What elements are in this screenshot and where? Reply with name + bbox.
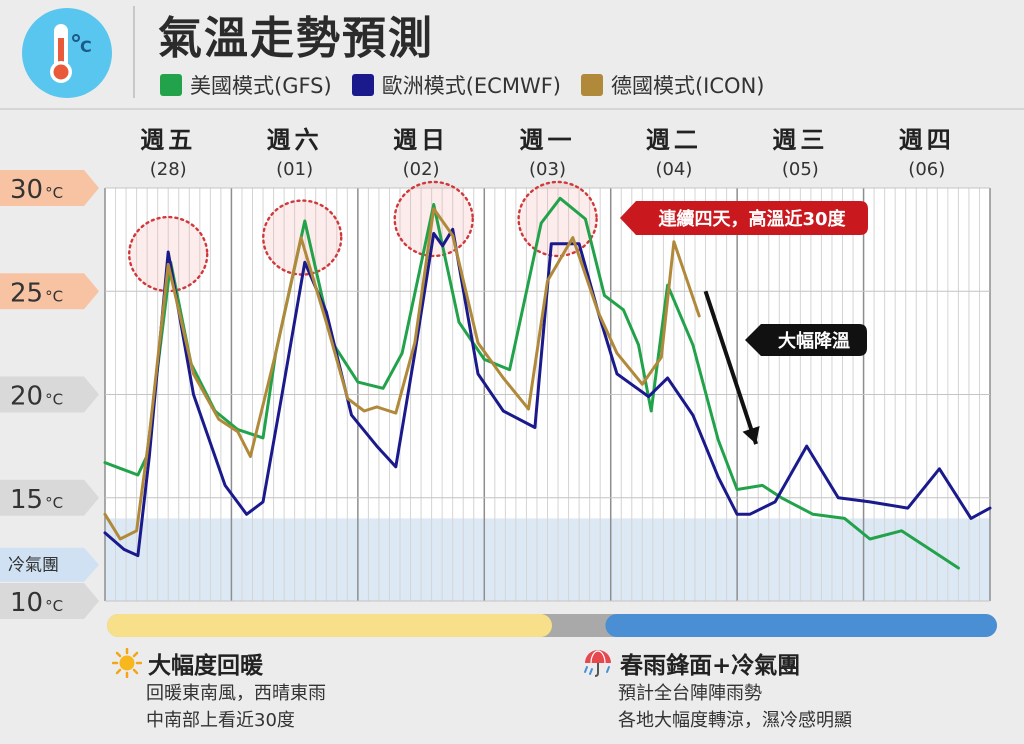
- day-date: (02): [403, 159, 440, 180]
- sun-icon: [112, 648, 142, 678]
- y-tick-badge: [0, 479, 99, 516]
- cold-phase-desc: 預計全台陣陣雨勢 各地大幅度轉涼，濕冷感明顯: [618, 680, 852, 734]
- legend-swatch-gfs: [160, 74, 182, 96]
- day-label: 週五: [140, 126, 196, 154]
- series-line-ecmwf: [103, 227, 992, 558]
- cold-phase-title-text: 春雨鋒面+冷氣團: [620, 653, 801, 679]
- legend-label-ecmwf: 歐洲模式(ECMWF): [381, 74, 561, 98]
- legend-item-ecmwf: 歐洲模式(ECMWF): [351, 70, 561, 100]
- day-label: 週日: [393, 126, 449, 154]
- day-label: 週二: [646, 126, 702, 154]
- cold-desc-line-2: 各地大幅度轉涼，濕冷感明顯: [618, 710, 852, 731]
- warm-phase-title-text: 大幅度回暖: [148, 653, 263, 679]
- warm-phase-desc: 回暖東南風，西晴東雨 中南部上看近30度: [146, 680, 326, 734]
- y-tick-badge: [0, 273, 99, 310]
- day-label: 週三: [772, 126, 828, 154]
- legend-item-icon: 德國模式(ICON): [580, 70, 765, 100]
- header: C 氣溫走勢預測 美國模式(GFS) 歐洲模式(ECMWF) 德國模式(ICON…: [0, 0, 1024, 110]
- cooling-arrow: [703, 290, 759, 445]
- warm-phase-title: 大幅度回暖: [112, 646, 263, 680]
- legend: 美國模式(GFS) 歐洲模式(ECMWF) 德國模式(ICON): [160, 70, 764, 100]
- phase-bar-cold: [605, 614, 997, 637]
- phase-bar-warm: [107, 614, 552, 637]
- legend-swatch-icon: [580, 74, 603, 96]
- day-label: 週四: [899, 126, 955, 154]
- series-line-icon: [103, 207, 701, 541]
- day-date: (28): [150, 159, 187, 180]
- y-tick-badge: [0, 376, 99, 413]
- y-tick-badge: [0, 170, 99, 206]
- legend-label-icon: 德國模式(ICON): [610, 74, 765, 98]
- day-date: (04): [655, 159, 692, 180]
- callout-cooling: 大幅降溫: [778, 330, 850, 352]
- day-date: (01): [276, 159, 313, 180]
- legend-item-gfs: 美國模式(GFS): [160, 70, 332, 100]
- callout-cooling-bg: [745, 324, 867, 356]
- thermometer-icon: C: [22, 8, 112, 98]
- day-date: (06): [908, 159, 945, 180]
- cold-band-badge: [0, 547, 99, 582]
- header-divider: [133, 6, 135, 98]
- umbrella-rain-icon: [584, 650, 611, 677]
- callout-heat-bg: [620, 201, 868, 235]
- cooling-arrow-head: [742, 426, 760, 445]
- day-date: (03): [529, 159, 566, 180]
- day-label: 週六: [267, 126, 323, 154]
- legend-label-gfs: 美國模式(GFS): [190, 74, 332, 98]
- legend-swatch-ecmwf: [351, 74, 374, 96]
- warm-desc-line-1: 回暖東南風，西晴東雨: [146, 683, 326, 704]
- day-label: 週一: [520, 126, 576, 154]
- day-date: (05): [782, 159, 819, 180]
- callout-heat: 連續四天，高溫近30度: [658, 208, 846, 230]
- page-title: 氣溫走勢預測: [158, 13, 434, 64]
- y-tick-badge: [0, 583, 99, 619]
- cold-phase-title: 春雨鋒面+冷氣團: [582, 646, 800, 680]
- cold-band-label: 冷氣團: [8, 556, 59, 576]
- warm-desc-line-2: 中南部上看近30度: [146, 710, 295, 731]
- cold-desc-line-1: 預計全台陣陣雨勢: [618, 683, 762, 704]
- svg-text:C: C: [80, 37, 92, 56]
